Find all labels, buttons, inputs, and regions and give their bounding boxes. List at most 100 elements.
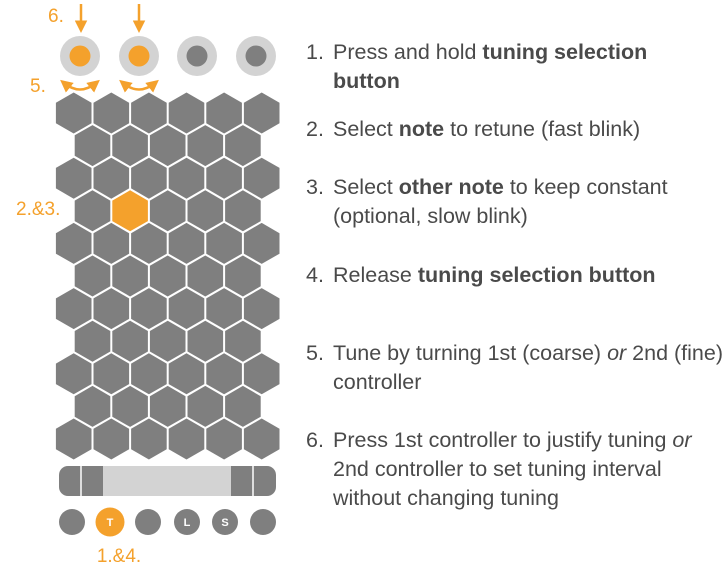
- step-emphasis: tuning selection button: [333, 40, 648, 93]
- note-key[interactable]: [74, 320, 111, 362]
- note-key[interactable]: [112, 255, 148, 297]
- note-key[interactable]: [131, 222, 167, 264]
- note-key[interactable]: [149, 385, 186, 427]
- note-key[interactable]: [243, 222, 280, 264]
- instruction-step: 1. Press and hold tuning selection button: [306, 38, 703, 96]
- note-key[interactable]: [74, 385, 111, 427]
- note-key[interactable]: [149, 125, 186, 167]
- instruction-step: 3. Select other note to keep constant (op…: [306, 173, 723, 231]
- controller-2-knob[interactable]: [119, 36, 159, 76]
- note-key[interactable]: [187, 190, 224, 232]
- note-key[interactable]: [55, 353, 92, 395]
- note-key[interactable]: [93, 288, 130, 330]
- controller-1-knob[interactable]: [60, 36, 100, 76]
- note-key[interactable]: [225, 385, 261, 427]
- note-key[interactable]: [225, 125, 261, 167]
- note-key[interactable]: [131, 418, 167, 460]
- step-text: Release: [333, 263, 418, 287]
- step-text: Press 1st controller to justify tuning: [333, 428, 673, 452]
- note-key[interactable]: [131, 157, 167, 199]
- note-key[interactable]: [187, 255, 224, 297]
- step-number: 4.: [306, 263, 324, 287]
- function-button-label: L: [184, 517, 191, 529]
- step-number: 5.: [306, 341, 324, 365]
- step-number: 2.: [306, 117, 324, 141]
- note-key[interactable]: [149, 255, 186, 297]
- step6-marker: 6.: [48, 6, 64, 27]
- step-emphasis: tuning selection button: [417, 263, 656, 287]
- touch-strip[interactable]: [59, 466, 276, 496]
- note-key[interactable]: [93, 92, 130, 134]
- note-key[interactable]: [149, 320, 186, 362]
- step-text: to retune (fast blink): [444, 117, 641, 141]
- note-key[interactable]: [168, 418, 205, 460]
- note-key[interactable]: [112, 320, 148, 362]
- note-key[interactable]: [149, 190, 186, 232]
- step-text: Select: [333, 117, 399, 141]
- step-number: 3.: [306, 175, 324, 199]
- function-button-s[interactable]: S: [212, 509, 238, 535]
- step-text: 2nd controller to set tuning interval wi…: [333, 457, 662, 510]
- function-button-t[interactable]: T: [95, 507, 125, 537]
- note-key[interactable]: [93, 353, 130, 395]
- note-key[interactable]: [55, 92, 92, 134]
- note-key[interactable]: [168, 92, 205, 134]
- function-button-l[interactable]: L: [174, 509, 200, 535]
- step-text: Select: [333, 175, 399, 199]
- note-key[interactable]: [243, 353, 280, 395]
- note-key[interactable]: [225, 320, 261, 362]
- note-key[interactable]: [168, 157, 205, 199]
- note-key[interactable]: [168, 222, 205, 264]
- bottom-marker: 1.&4.: [97, 546, 141, 567]
- note-key[interactable]: [187, 385, 224, 427]
- note-key[interactable]: [112, 125, 148, 167]
- note-key[interactable]: [74, 125, 111, 167]
- note-key[interactable]: [112, 385, 148, 427]
- note-key[interactable]: [243, 92, 280, 134]
- note-key[interactable]: [243, 288, 280, 330]
- note-key[interactable]: [206, 418, 242, 460]
- function-button[interactable]: [250, 509, 276, 535]
- note-key[interactable]: [225, 190, 261, 232]
- function-button[interactable]: [135, 509, 161, 535]
- note-key[interactable]: [206, 92, 242, 134]
- note-key[interactable]: [206, 353, 242, 395]
- rotate-arrow-2: [119, 79, 159, 93]
- note-key[interactable]: [187, 125, 224, 167]
- controller-3-knob[interactable]: [177, 36, 217, 76]
- note-key[interactable]: [131, 92, 167, 134]
- note-key[interactable]: [225, 255, 261, 297]
- note-key[interactable]: [55, 288, 92, 330]
- note-key[interactable]: [206, 157, 242, 199]
- note-key[interactable]: [55, 418, 92, 460]
- note-key[interactable]: [243, 418, 280, 460]
- instruction-step: 5. Tune by turning 1st (coarse) or 2nd (f…: [306, 339, 723, 397]
- step-text: to keep constant (optional, slow blink): [333, 175, 668, 228]
- grid-marker: 2.&3.: [16, 199, 60, 220]
- note-key-selected[interactable]: [112, 190, 148, 232]
- note-key[interactable]: [55, 222, 92, 264]
- note-key[interactable]: [206, 222, 242, 264]
- step-text: or: [607, 341, 627, 365]
- note-key[interactable]: [243, 157, 280, 199]
- note-key[interactable]: [206, 288, 242, 330]
- note-key[interactable]: [131, 288, 167, 330]
- note-key[interactable]: [168, 353, 205, 395]
- instruction-step: 6. Press 1st controller to justify tuning…: [306, 426, 723, 513]
- step5-marker: 5.: [30, 76, 46, 97]
- note-key[interactable]: [74, 190, 111, 232]
- note-key[interactable]: [93, 222, 130, 264]
- note-key[interactable]: [168, 288, 205, 330]
- step-text: Tune by turning 1st (coarse): [333, 341, 608, 365]
- key-grid: [55, 92, 280, 460]
- note-key[interactable]: [74, 255, 111, 297]
- step-text: 2nd (fine) controller: [333, 341, 723, 394]
- controller-4-knob[interactable]: [236, 36, 276, 76]
- note-key[interactable]: [55, 157, 92, 199]
- function-button[interactable]: [59, 509, 85, 535]
- note-key[interactable]: [187, 320, 224, 362]
- note-key[interactable]: [131, 353, 167, 395]
- note-key[interactable]: [93, 157, 130, 199]
- note-key[interactable]: [93, 418, 130, 460]
